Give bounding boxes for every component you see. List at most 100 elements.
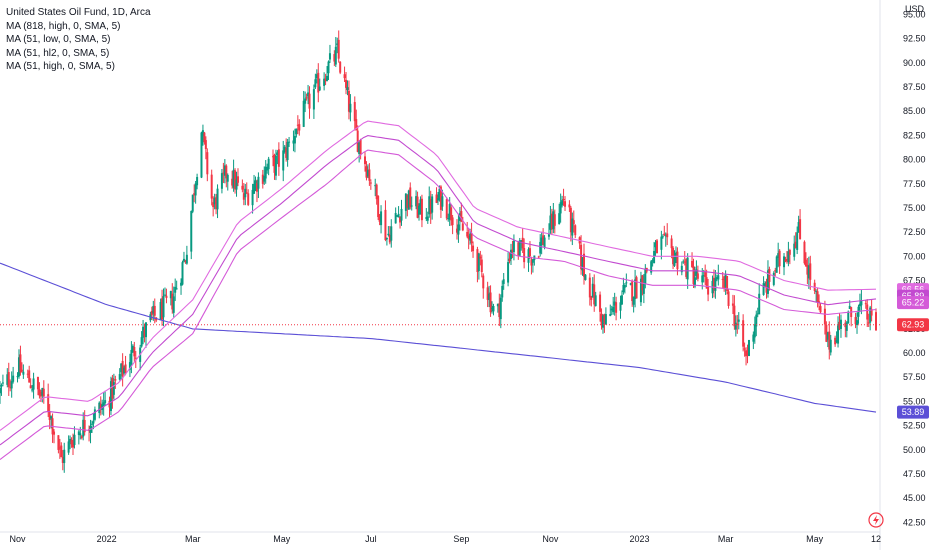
candle-body [429, 199, 432, 214]
flash-icon[interactable] [868, 512, 884, 528]
candle-body [226, 174, 229, 182]
candle-body [223, 165, 226, 176]
candle-body [307, 92, 310, 97]
candle-body [712, 277, 715, 290]
candle-body [747, 339, 750, 356]
legend-ma-51-low: MA (51, low, 0, SMA, 5) [6, 34, 111, 45]
candle-body [510, 249, 512, 260]
y-tick-label: 45.00 [903, 493, 926, 503]
candle-body [664, 235, 667, 237]
candle-body [455, 228, 458, 233]
x-tick-label: 2022 [97, 534, 117, 544]
candle-body [210, 174, 213, 199]
candle-body [108, 400, 111, 408]
y-tick-label: 75.00 [903, 203, 926, 213]
candle-body [231, 178, 234, 186]
candle-body [204, 140, 207, 150]
candle-body [90, 423, 93, 425]
candle-body [737, 319, 740, 322]
candle-body [734, 322, 737, 330]
candle-body [768, 269, 771, 282]
candle-body [22, 371, 25, 375]
candle-body [396, 215, 399, 217]
candle-body [200, 132, 203, 178]
candle-body [355, 119, 358, 131]
candle-body [104, 400, 107, 404]
candle-body [823, 308, 826, 325]
candle-body [451, 217, 454, 226]
candle-body [736, 323, 739, 325]
candle-body [860, 300, 863, 306]
candle-body [828, 331, 831, 350]
candle-body [784, 259, 787, 262]
candle-body [437, 198, 439, 201]
candle-body [660, 236, 663, 250]
candle-body [682, 261, 685, 263]
candle-body [384, 209, 387, 240]
candle-body [549, 215, 552, 230]
candle-body [581, 257, 584, 271]
candle-body [651, 260, 654, 262]
candle-body [353, 102, 356, 122]
candle-body [83, 420, 86, 433]
candle-body [295, 128, 298, 135]
candle-body [213, 197, 216, 205]
candle-body [610, 308, 613, 311]
candle-body [20, 369, 23, 372]
candle-body [530, 259, 533, 266]
candle-body [334, 46, 337, 65]
candle-body [276, 152, 279, 155]
candle-body [161, 298, 164, 320]
candle-body [635, 277, 638, 299]
candle-body [466, 231, 469, 237]
candle-body [406, 195, 409, 208]
candle-body [1, 382, 4, 384]
candle-body [482, 275, 485, 289]
candle-body [109, 381, 112, 412]
y-tick-label: 85.00 [903, 106, 926, 116]
candle-body [705, 277, 708, 289]
candle-body [267, 158, 270, 170]
candle-body [733, 305, 736, 327]
candle-body [42, 388, 45, 397]
candle-body [121, 360, 124, 377]
candle-body [726, 275, 729, 291]
candle-body [489, 292, 492, 313]
candle-body [568, 204, 571, 208]
candle-body [695, 269, 698, 276]
candle-body [472, 245, 475, 252]
candle-body [620, 295, 623, 305]
candle-body [561, 200, 564, 206]
candle-body [153, 305, 156, 316]
candle-body [766, 270, 769, 294]
candle-body [58, 447, 61, 449]
x-tick-label: Nov [10, 534, 27, 544]
legend-ma-51-high: MA (51, high, 0, SMA, 5) [6, 61, 115, 72]
candle-body [428, 196, 431, 215]
candle-body [543, 237, 546, 247]
candle-body [691, 260, 694, 268]
candle-body [727, 291, 730, 306]
candle-body [302, 100, 305, 127]
candle-body [622, 284, 625, 293]
candle-body [584, 274, 587, 280]
candle-body [378, 214, 381, 222]
candle-body [834, 337, 837, 345]
y-tick-label: 47.50 [903, 469, 926, 479]
candle-body [216, 188, 219, 210]
candle-body [143, 329, 146, 337]
candle-body [165, 295, 168, 298]
y-tick-label: 82.50 [903, 130, 926, 140]
candle-body [531, 259, 534, 263]
candle-body [365, 166, 368, 178]
candle-body [288, 141, 291, 143]
candle-body [419, 199, 422, 207]
candle-body [185, 254, 188, 264]
candle-body [491, 307, 494, 309]
candle-body [439, 186, 442, 210]
candle-body [345, 79, 348, 88]
x-tick-label: Nov [542, 534, 559, 544]
candle-body [588, 277, 591, 298]
candle-body [7, 372, 10, 387]
